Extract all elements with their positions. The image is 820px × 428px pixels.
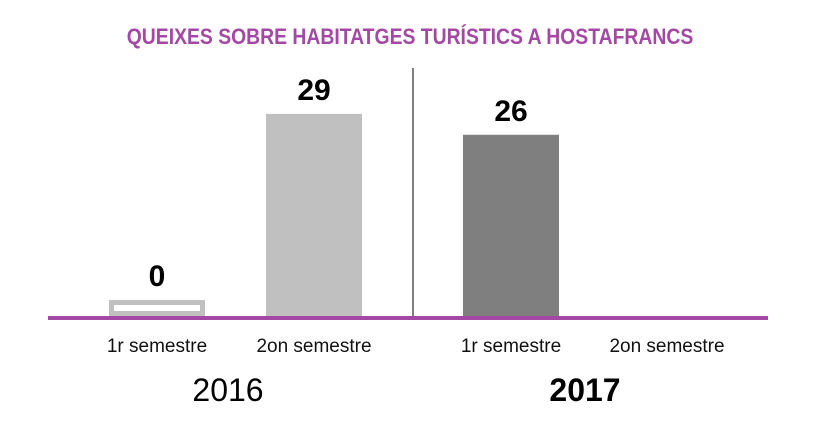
data-label: 26 (494, 95, 527, 128)
bar (109, 300, 205, 316)
year-label: 2017 (549, 372, 620, 408)
data-label: 0 (149, 260, 166, 293)
chart-title: QUEIXES SOBRE HABITATGES TURÍSTICS A HOS… (126, 24, 694, 49)
category-label: 2on semestre (256, 336, 371, 357)
bar (463, 134, 559, 316)
year-label: 2016 (192, 372, 263, 408)
bar (266, 113, 362, 317)
category-label: 1r semestre (461, 336, 561, 357)
x-axis (48, 316, 768, 320)
category-label: 2on semestre (609, 336, 724, 357)
category-label: 1r semestre (107, 336, 207, 357)
data-label: 29 (297, 74, 330, 107)
